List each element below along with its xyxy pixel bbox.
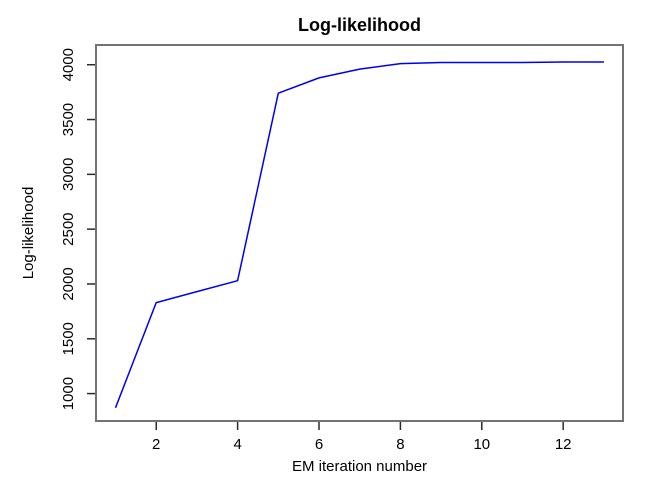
y-axis-tick-label: 2000 [60, 267, 77, 300]
x-axis-tick-label: 6 [315, 436, 323, 453]
x-axis-label: EM iteration number [292, 458, 427, 475]
x-axis-tick-label: 8 [396, 436, 404, 453]
x-axis-tick-label: 2 [152, 436, 160, 453]
plot-box [95, 44, 624, 422]
y-axis-tick-label: 4000 [60, 48, 77, 81]
y-axis-tick-label: 1500 [60, 322, 77, 355]
y-axis-label: Log-likelihood [20, 187, 37, 280]
x-axis-tick-label: 4 [233, 436, 241, 453]
y-axis-tick-label: 2500 [60, 212, 77, 245]
y-axis-tick-label: 3500 [60, 103, 77, 136]
series-line [114, 61, 604, 409]
plot-area: 2 4 6 8 10 12 1000 1500 2000 2500 3000 3500 4000 [60, 44, 624, 453]
x-axis-tick-label: 10 [473, 436, 490, 453]
chart-title: Log-likelihood [298, 15, 421, 35]
x-axis-tick-label: 12 [555, 436, 572, 453]
y-axis-tick-label: 1000 [60, 377, 77, 410]
y-axis-tick-label: 3000 [60, 158, 77, 191]
